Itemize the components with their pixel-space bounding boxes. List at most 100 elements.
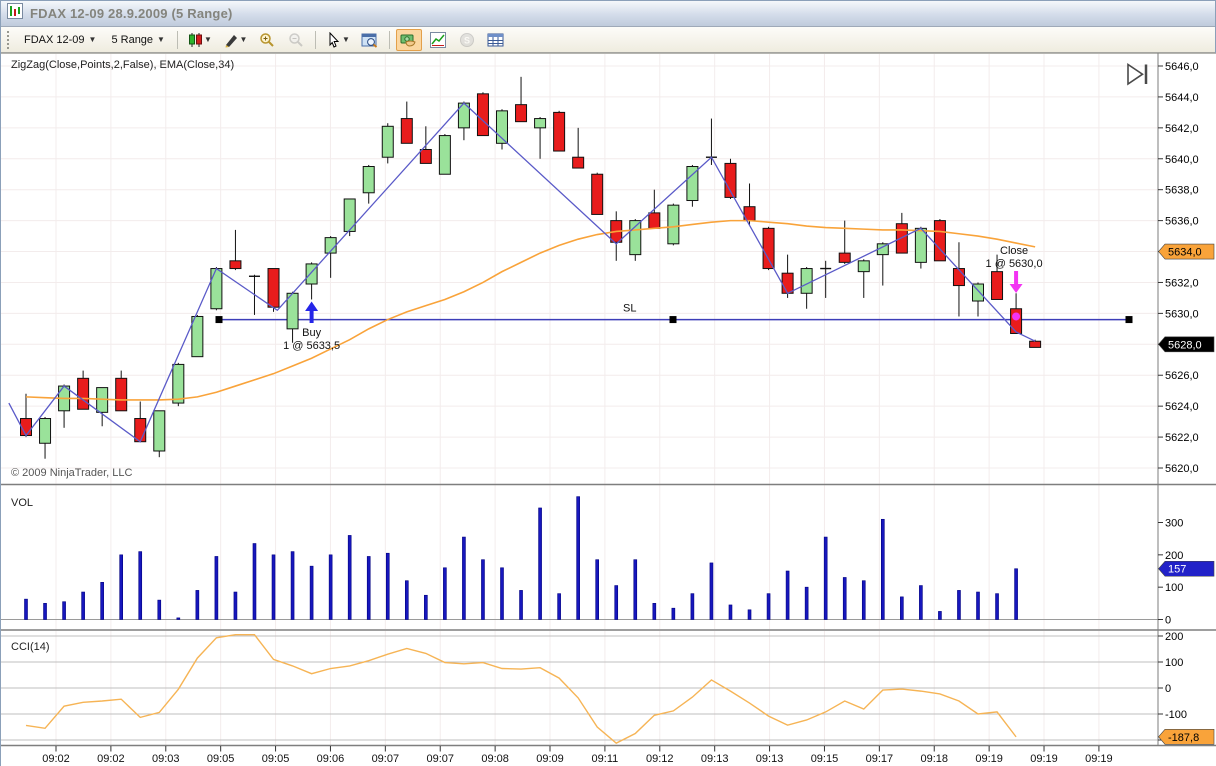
price-tag <box>1158 243 1215 260</box>
chevron-down-icon: ▼ <box>342 35 350 44</box>
candle-body <box>591 173 604 215</box>
zoom-out-button[interactable] <box>283 29 309 51</box>
indicator-label: ZigZag(Close,Points,2,False), EMA(Close,… <box>11 59 234 71</box>
chart-window-icon <box>7 3 23 24</box>
region-zoom-icon <box>361 33 378 48</box>
volume-bar <box>290 551 295 620</box>
volume-bar <box>309 565 314 620</box>
candle-body <box>476 93 489 137</box>
zoom-out-icon <box>289 32 303 47</box>
time-axis-label: 09:03 <box>152 753 180 765</box>
chevron-down-icon: ▼ <box>88 35 97 44</box>
window-title: FDAX 12-09 28.9.2009 (5 Range) <box>30 6 233 21</box>
candle-body <box>972 283 984 302</box>
volume-bar <box>595 559 600 620</box>
titlebar[interactable]: FDAX 12-09 28.9.2009 (5 Range) <box>1 1 1215 27</box>
close-detail: 1 @ 5630,0 <box>986 258 1043 270</box>
volume-bar <box>900 596 904 620</box>
volume-bar <box>652 603 657 620</box>
cursor-button[interactable]: ▼ <box>322 29 354 51</box>
volume-bar <box>500 567 504 620</box>
playback-icon <box>1127 63 1144 86</box>
zoom-in-icon <box>260 32 274 47</box>
time-axis-label: 09:05 <box>207 753 235 765</box>
chart-style-button[interactable]: ▼ <box>184 29 216 51</box>
price-tag-label: 5628,0 <box>1168 339 1202 351</box>
candle-body <box>534 118 547 129</box>
candle-body <box>667 204 680 245</box>
volume-bar <box>823 536 828 620</box>
candle-body <box>381 125 394 158</box>
volume-bar <box>538 507 542 620</box>
buy-label: Buy <box>302 327 321 339</box>
time-axis-label: 09:13 <box>701 753 729 765</box>
price-axis-label: 5644,0 <box>1165 92 1199 104</box>
cci-pane-label: CCI(14) <box>11 641 50 653</box>
toolbar-separator <box>176 30 178 49</box>
time-axis-label: 09:07 <box>426 753 454 765</box>
price-tag <box>1158 560 1215 577</box>
time-axis-label: 09:18 <box>920 753 948 765</box>
price-axis-label: 5642,0 <box>1165 123 1199 135</box>
region-zoom-button[interactable] <box>357 29 383 51</box>
interval-selector[interactable]: 5 Range ▼ <box>105 31 171 49</box>
price-axis-label: 5640,0 <box>1165 154 1199 166</box>
candle-body <box>800 268 813 294</box>
volume-bar <box>271 554 276 620</box>
volume-bar <box>995 593 999 620</box>
price-axis-label: 5632,0 <box>1165 277 1199 289</box>
close-fill-dot <box>1012 312 1021 321</box>
volume-bar <box>462 536 466 620</box>
toolbar: FDAX 12-09 ▼ 5 Range ▼ ▼ ▼ ▼ <box>1 27 1215 53</box>
volume-bar <box>557 593 561 620</box>
volume-bar <box>157 599 162 620</box>
interval-selector-label: 5 Range <box>111 33 154 46</box>
instrument-selector[interactable]: FDAX 12-09 ▼ <box>18 31 102 49</box>
stop-loss-label: SL <box>623 303 636 315</box>
volume-bar <box>614 585 619 620</box>
volume-bar <box>385 552 390 620</box>
toolbar-grip[interactable] <box>7 30 12 49</box>
chart-type-button[interactable] <box>425 29 451 51</box>
volume-bar <box>976 591 980 620</box>
candle-body <box>229 260 242 270</box>
zoom-in-button[interactable] <box>254 29 280 51</box>
volume-bar <box>119 554 123 620</box>
drawing-tools-button[interactable]: ▼ <box>219 29 251 51</box>
chart-trader-button[interactable] <box>395 28 422 51</box>
close-label: Close <box>1000 245 1028 257</box>
volume-bar <box>633 559 638 620</box>
toolbar-separator <box>314 30 316 49</box>
data-grid-button[interactable] <box>483 29 509 51</box>
volume-axis-label: 200 <box>1165 550 1183 562</box>
time-axis-label: 09:05 <box>262 753 290 765</box>
volume-axis-label: 0 <box>1165 615 1171 627</box>
instrument-selector-label: FDAX 12-09 <box>24 33 85 46</box>
volume-axis-label: 300 <box>1165 518 1183 530</box>
candle-body <box>991 271 1004 300</box>
volume-bar <box>138 551 143 620</box>
time-axis-label: 09:19 <box>1085 753 1113 765</box>
currency-button[interactable]: S <box>454 29 480 51</box>
time-axis-label: 09:09 <box>536 753 564 765</box>
candle-body <box>762 227 775 270</box>
cci-line <box>25 634 1017 744</box>
mini-chart-icon <box>429 31 446 48</box>
candle-body <box>210 268 223 310</box>
candle-body <box>39 418 52 444</box>
candle-body <box>419 148 432 164</box>
volume-bar <box>24 598 28 620</box>
volume-bar <box>785 570 790 620</box>
price-axis-label: 5638,0 <box>1165 185 1199 197</box>
toolbar-separator <box>388 30 390 49</box>
candle-body <box>115 377 128 412</box>
volume-bar <box>690 593 695 620</box>
volume-bar <box>404 580 409 620</box>
volume-pane-label: VOL <box>11 497 33 509</box>
time-axis-label: 09:11 <box>592 753 619 765</box>
cci-axis-label: -100 <box>1165 709 1187 721</box>
volume-bar <box>880 518 885 620</box>
stop-loss-handle <box>669 316 677 324</box>
volume-bar <box>443 567 447 620</box>
